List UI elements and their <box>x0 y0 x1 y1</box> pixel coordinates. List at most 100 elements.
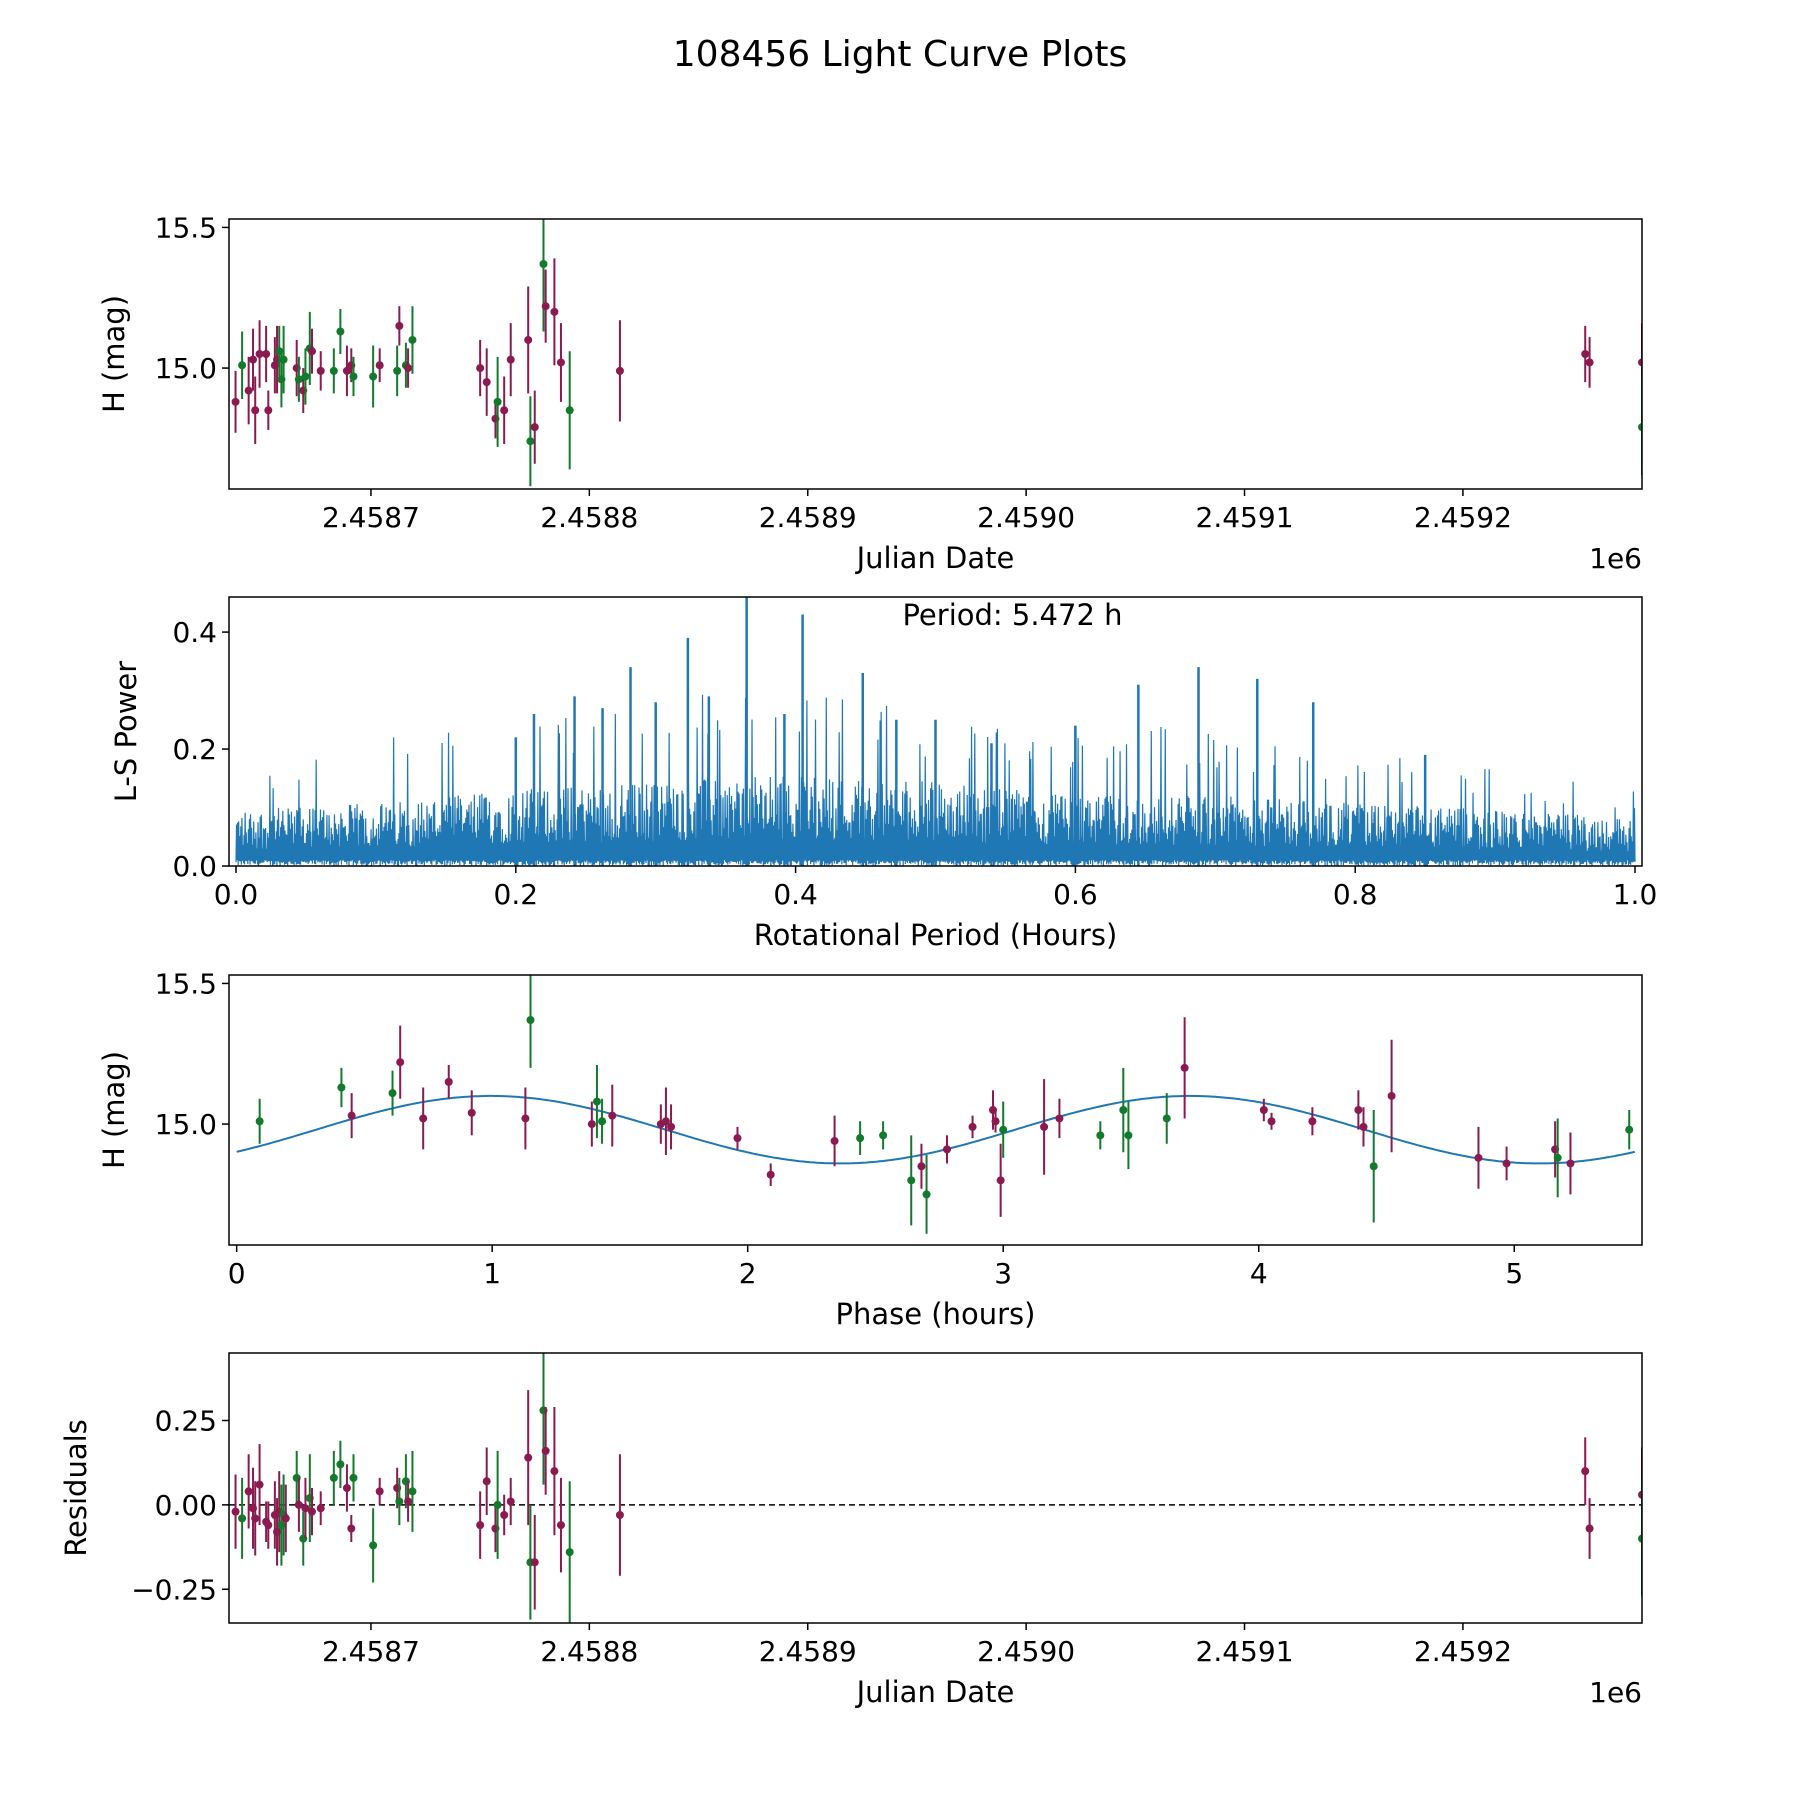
data-marker <box>879 1131 888 1140</box>
data-marker <box>830 1136 839 1145</box>
x-tick-label: 0.0 <box>214 878 259 911</box>
data-point <box>500 376 509 444</box>
figure-title: 108456 Light Curve Plots <box>673 34 1127 75</box>
data-point <box>347 1515 356 1542</box>
data-point <box>1474 1126 1483 1189</box>
data-point <box>565 1481 574 1623</box>
x-axis: 0.0 0.2 0.4 0.6 0.8 1.0 Rotational Period (Hou… <box>214 866 1657 952</box>
data-point <box>530 390 539 464</box>
data-marker <box>249 355 258 364</box>
data-marker <box>231 397 240 406</box>
data-marker <box>349 1473 358 1482</box>
data-point <box>615 1454 624 1576</box>
data-point <box>388 1070 397 1116</box>
data-point <box>1638 1481 1642 1596</box>
data-marker <box>608 1111 617 1120</box>
data-point <box>369 345 378 408</box>
data-point <box>1625 1110 1634 1150</box>
data-marker <box>1180 1063 1189 1072</box>
data-marker <box>419 1114 428 1123</box>
data-marker <box>1096 1131 1105 1140</box>
data-marker <box>1585 358 1594 367</box>
data-marker <box>316 1504 325 1513</box>
data-point <box>991 1110 1000 1133</box>
x-offset-label: 1e6 <box>1589 542 1642 575</box>
data-marker <box>1259 1106 1268 1114</box>
data-point <box>264 1501 273 1549</box>
data-marker <box>347 1524 356 1533</box>
fit-curve <box>236 1094 1636 1165</box>
data-marker <box>550 307 559 316</box>
data-marker <box>996 1176 1005 1185</box>
y-axis: 15.0 15.5 H (mag) <box>97 967 229 1169</box>
data-point <box>1502 1146 1511 1181</box>
data-point <box>1553 1118 1562 1198</box>
data-marker <box>255 350 264 358</box>
data-marker <box>541 1446 550 1455</box>
data-marker <box>968 1122 977 1131</box>
data-point <box>307 1488 316 1536</box>
data-point <box>301 1477 310 1539</box>
data-point <box>408 1450 417 1532</box>
x-tick-label: 0 <box>228 1257 246 1290</box>
x-tick-label: 2.4590 <box>977 501 1075 534</box>
data-marker <box>1553 1153 1562 1162</box>
data-marker <box>1119 1106 1128 1114</box>
data-point <box>766 1163 775 1186</box>
data-marker <box>565 406 574 415</box>
x-tick-label: 2.4591 <box>1196 501 1294 534</box>
x-tick-label: 2.4592 <box>1414 1635 1512 1668</box>
subplot-phased: 0 1 2 3 4 5 Phase (hours) 15.0 15.5 H (mag) <box>97 967 1643 1331</box>
data-point <box>262 325 271 383</box>
data-point <box>316 351 325 391</box>
data-point <box>968 1115 977 1139</box>
period-annotation: Period: 5.472 h <box>902 598 1122 632</box>
data-point <box>608 1084 617 1147</box>
data-marker <box>255 1480 264 1489</box>
data-point <box>419 1087 428 1150</box>
data-point <box>733 1126 742 1150</box>
data-marker <box>999 1125 1008 1134</box>
data-marker <box>1625 1125 1634 1134</box>
data-point <box>541 1407 550 1495</box>
data-marker <box>482 1477 491 1486</box>
data-marker <box>856 1134 865 1143</box>
data-point <box>667 1104 676 1150</box>
data-point <box>1581 325 1590 383</box>
data-marker <box>530 423 539 432</box>
axes-frame <box>228 218 1643 490</box>
y-tick-label: 15.0 <box>155 1108 217 1141</box>
plot-area <box>235 597 1636 866</box>
data-marker <box>526 1016 535 1024</box>
data-point <box>1055 1098 1064 1139</box>
data-point <box>301 348 310 405</box>
data-point <box>244 356 253 425</box>
y-tick-label: 0.00 <box>155 1489 217 1522</box>
data-marker <box>506 1497 515 1506</box>
data-marker <box>524 1453 533 1462</box>
data-marker <box>255 1117 264 1126</box>
x-tick-label: 1 <box>483 1257 501 1290</box>
data-point <box>1369 1110 1378 1223</box>
data-point <box>506 323 515 397</box>
data-point <box>408 306 417 374</box>
subplot-lightcurve: 2.4587 2.4588 2.4589 2.4590 2.4591 2.4592 Juli… <box>97 211 1643 575</box>
x-axis-label: Julian Date <box>855 541 1015 575</box>
data-marker <box>991 1117 1000 1126</box>
data-point <box>1585 1498 1594 1559</box>
data-marker <box>251 406 260 415</box>
data-marker <box>766 1170 775 1179</box>
x-tick-label: 0.8 <box>1333 878 1378 911</box>
x-tick-label: 2.4587 <box>322 501 420 534</box>
y-axis-label: H (mag) <box>97 295 131 413</box>
data-point <box>506 1477 515 1526</box>
data-point <box>476 339 485 397</box>
data-point <box>500 1494 509 1536</box>
data-marker <box>393 366 402 375</box>
data-marker <box>526 437 535 446</box>
x-offset-label: 1e6 <box>1589 1676 1642 1709</box>
data-marker <box>556 358 565 367</box>
data-marker <box>231 1507 240 1516</box>
data-marker <box>408 1487 417 1496</box>
data-marker <box>556 1521 565 1530</box>
